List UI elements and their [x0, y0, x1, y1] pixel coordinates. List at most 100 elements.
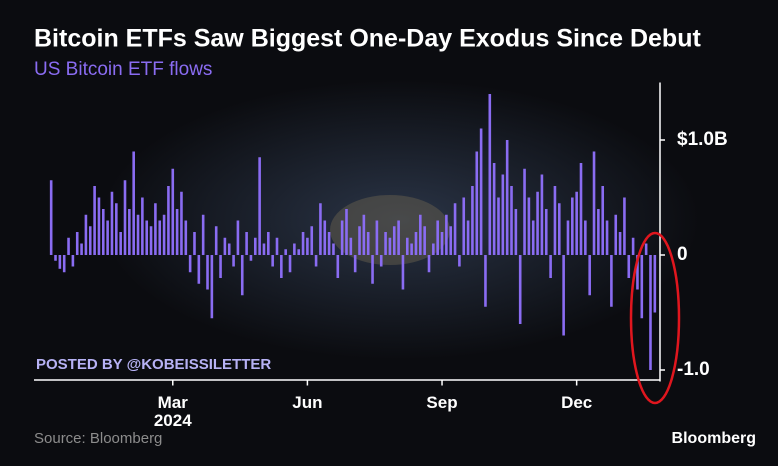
bar: [379, 255, 383, 267]
bar: [549, 255, 552, 278]
bar: [505, 140, 509, 255]
bar: [262, 243, 266, 255]
bar: [171, 168, 175, 255]
bar: [332, 243, 335, 255]
bar: [110, 191, 114, 255]
bar: [623, 197, 626, 255]
bar: [427, 255, 431, 273]
bar: [149, 226, 153, 255]
bar: [644, 243, 648, 255]
bar: [188, 255, 192, 273]
bar: [366, 232, 370, 255]
background-glow: [100, 80, 700, 360]
bar: [362, 214, 366, 255]
bar: [371, 255, 374, 284]
bar: [484, 255, 487, 307]
bar: [314, 255, 318, 267]
bar: [227, 243, 231, 255]
bar: [245, 232, 248, 255]
bar: [440, 232, 444, 255]
bar: [579, 163, 583, 255]
watermark: POSTED BY @KOBEISSILETTER: [36, 356, 271, 373]
bar: [167, 186, 170, 255]
bar: [62, 255, 66, 273]
bar: [432, 243, 435, 255]
x-tick-label: Dec: [561, 393, 592, 412]
bar: [297, 249, 301, 255]
bar: [184, 220, 188, 255]
bar: [640, 255, 644, 319]
bar: [106, 220, 109, 255]
bar: [288, 255, 292, 273]
bar: [462, 197, 466, 255]
bar: [306, 237, 309, 255]
bar: [223, 237, 227, 255]
bar: [58, 255, 62, 269]
bar: [253, 237, 257, 255]
bar: [145, 220, 149, 255]
bar: [132, 151, 135, 255]
bar: [536, 191, 539, 255]
x-tick-label: Mar: [158, 393, 189, 412]
bar: [54, 255, 57, 261]
bar: [323, 220, 327, 255]
bar: [180, 191, 183, 255]
bar: [475, 151, 479, 255]
bar: [397, 220, 400, 255]
bar: [236, 220, 240, 255]
bar: [566, 220, 570, 255]
bar: [97, 197, 101, 255]
bar: [375, 220, 379, 255]
bar: [605, 220, 609, 255]
bar: [275, 237, 279, 255]
bar: [353, 255, 357, 273]
bar: [358, 226, 361, 255]
x-tick-label: Sep: [426, 393, 457, 412]
bar: [479, 128, 483, 255]
bar: [284, 249, 287, 255]
x-year-label: 2024: [154, 411, 192, 430]
bar: [197, 255, 201, 284]
bar: [466, 220, 470, 255]
bar: [128, 209, 131, 255]
bar: [649, 255, 652, 370]
bar: [71, 255, 75, 267]
bar: [88, 226, 92, 255]
bar: [497, 197, 500, 255]
bar: [588, 255, 591, 296]
bar: [345, 209, 348, 255]
y-tick-label: $1.0B: [677, 129, 728, 150]
bar: [436, 220, 439, 255]
bar: [410, 243, 413, 255]
bar: [419, 214, 422, 255]
bar: [267, 232, 270, 255]
bar: [384, 232, 387, 255]
bar: [175, 209, 179, 255]
bar: [340, 220, 344, 255]
source: Source: Bloomberg: [34, 430, 162, 447]
bar: [492, 163, 496, 255]
bar: [471, 186, 474, 255]
bar: [575, 191, 578, 255]
bar: [527, 197, 531, 255]
chart-subtitle: US Bitcoin ETF flows: [34, 59, 212, 80]
bar: [141, 197, 144, 255]
bar: [597, 209, 600, 255]
bar: [592, 151, 596, 255]
bar: [310, 226, 314, 255]
bar: [154, 203, 157, 255]
bar: [557, 203, 561, 255]
bar: [349, 237, 353, 255]
bar: [401, 255, 405, 290]
bar: [392, 226, 396, 255]
bar: [631, 237, 635, 255]
bar: [571, 197, 574, 255]
bar: [136, 214, 140, 255]
bar: [249, 255, 253, 261]
bar: [49, 180, 53, 255]
bar: [219, 255, 222, 278]
y-tick-label: -1.0: [677, 359, 710, 380]
logo: Bloomberg: [672, 430, 756, 447]
